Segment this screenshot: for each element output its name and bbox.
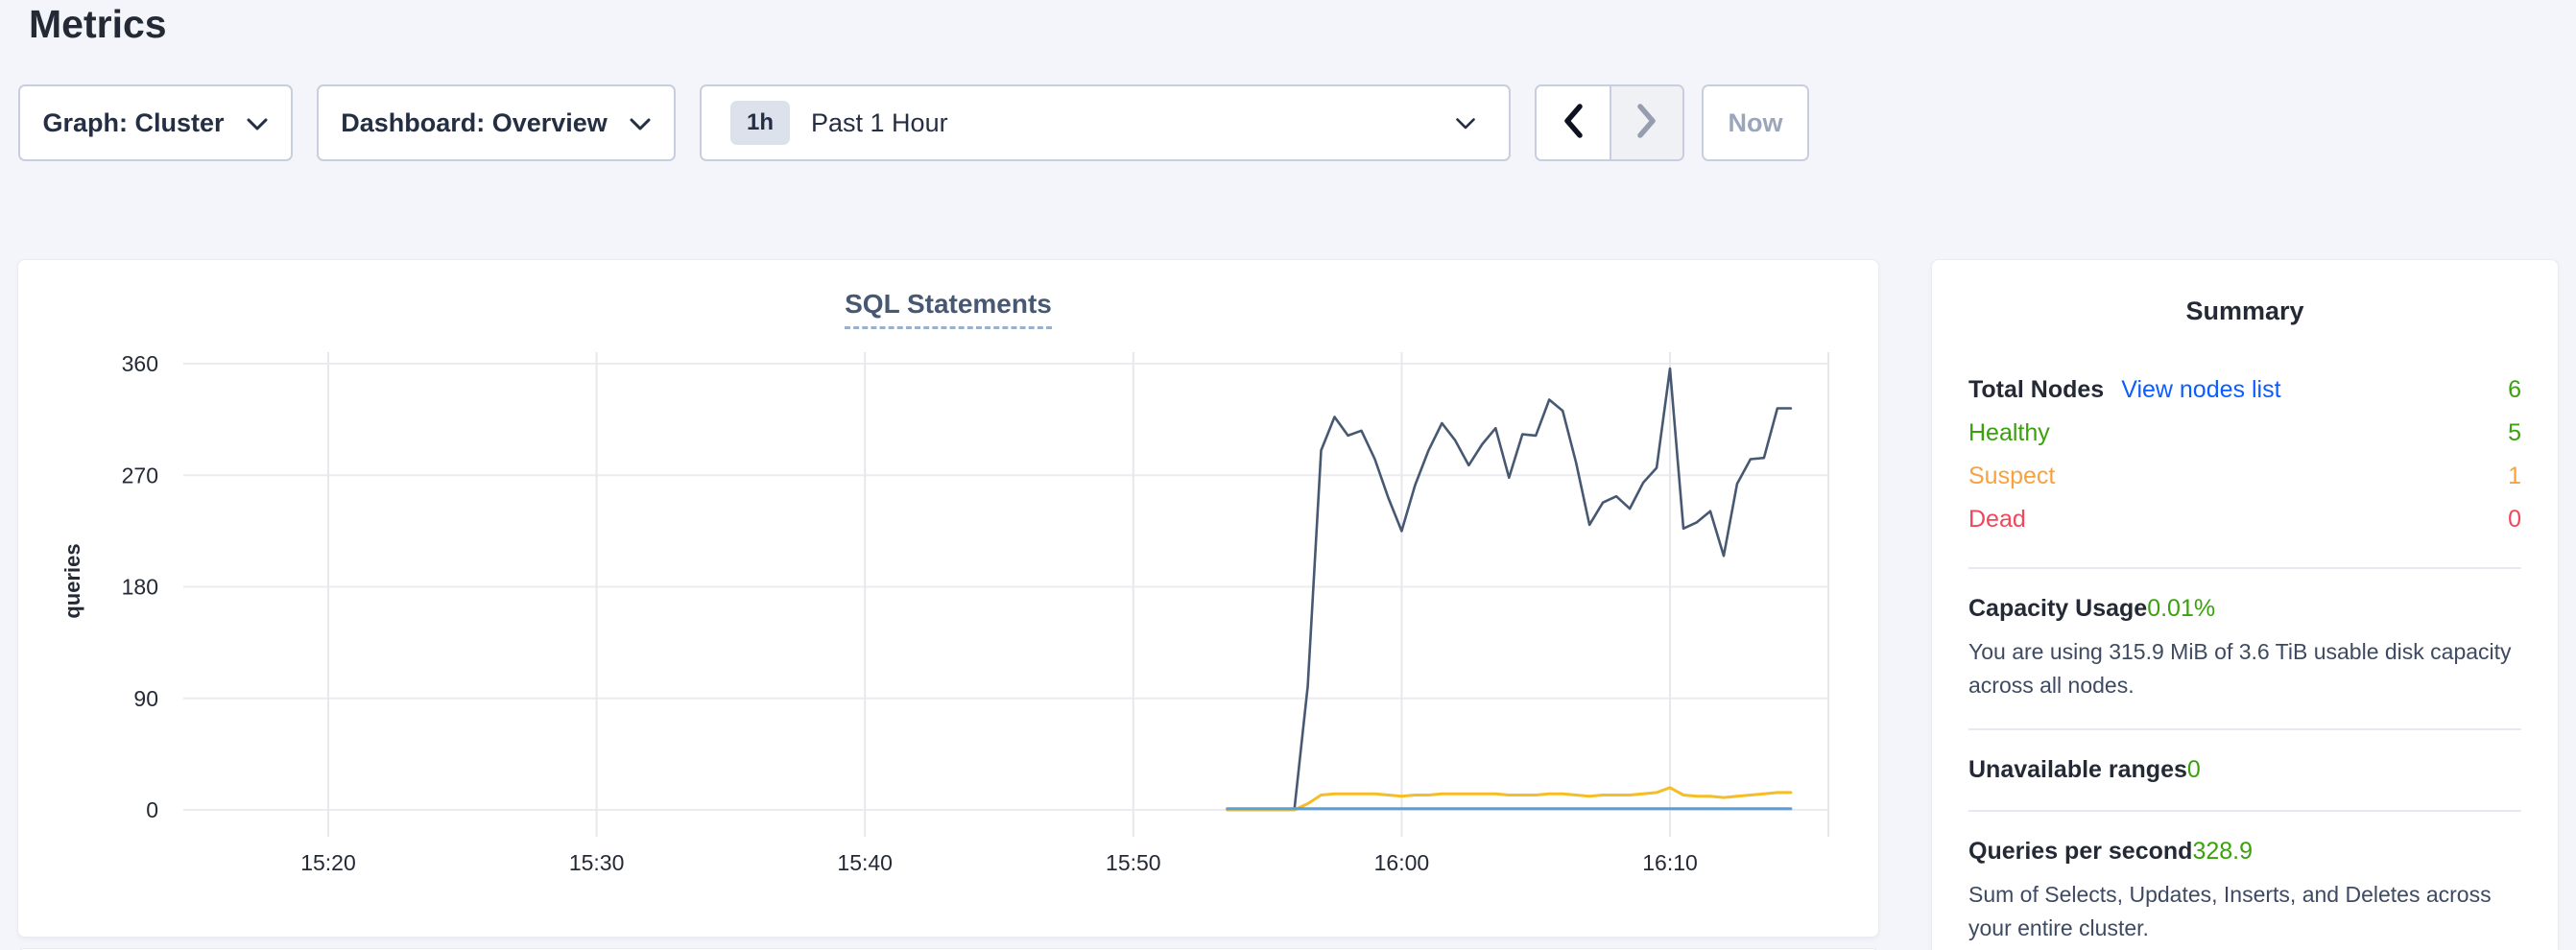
summary-row-healthy: Healthy 5: [1968, 412, 2521, 455]
summary-row-capacity: Capacity Usage 0.01%: [1968, 595, 2521, 623]
queries-per-second-label: Queries per second: [1968, 838, 2193, 865]
summary-title: Summary: [2185, 297, 2304, 325]
chart-title[interactable]: SQL Statements: [845, 289, 1052, 329]
queries-per-second-description: Sum of Selects, Updates, Inserts, and De…: [1968, 882, 2492, 940]
unavailable-ranges-value: 0: [2186, 756, 2201, 783]
chevron-down-icon: [629, 108, 652, 138]
y-tick-label: 90: [133, 686, 158, 711]
capacity-usage-label: Capacity Usage: [1968, 595, 2148, 622]
chevron-down-icon: [246, 108, 269, 138]
view-nodes-list-link[interactable]: View nodes list: [2121, 376, 2281, 403]
summary-row-total-nodes: Total Nodes View nodes list 6: [1968, 368, 2521, 412]
summary-row-qps: Queries per second 328.9: [1968, 838, 2521, 866]
x-tick-label: 15:50: [1106, 850, 1161, 875]
suspect-value: 1: [2508, 463, 2521, 489]
x-tick-label: 16:10: [1642, 850, 1698, 875]
graph-selector-dropdown[interactable]: Graph: Cluster: [18, 84, 293, 161]
healthy-value: 5: [2508, 419, 2521, 446]
page-title: Metrics: [29, 2, 167, 46]
divider: [1968, 728, 2521, 730]
dark-blue-series-line: [1226, 367, 1793, 812]
dashboard-selector-dropdown[interactable]: Dashboard: Overview: [317, 84, 676, 161]
sql-statements-chart-card: SQL Statements 0 90 180 270 360 15:20 15:30 15:…: [17, 259, 1879, 938]
now-button-label: Now: [1728, 107, 1783, 137]
y-tick-label: 360: [122, 351, 158, 376]
capacity-usage-value: 0.01%: [2147, 595, 2216, 622]
chevron-left-icon: [1561, 102, 1586, 145]
x-tick-label: 15:30: [569, 850, 625, 875]
graph-selector-label: Graph: Cluster: [42, 107, 225, 137]
sql-statements-chart: 0 90 180 270 360 15:20 15:30 15:40 15:50 16:00 16:…: [60, 351, 1829, 875]
y-tick-label: 0: [146, 797, 158, 822]
yellow-series-line: [1226, 786, 1793, 812]
suspect-label: Suspect: [1968, 463, 2056, 489]
y-tick-label: 270: [122, 463, 158, 487]
time-window-label: Past 1 Hour: [811, 107, 948, 137]
divider: [1968, 567, 2521, 569]
divider: [1968, 810, 2521, 812]
time-step-forward-button[interactable]: [1610, 86, 1682, 159]
chevron-right-icon: [1634, 102, 1659, 145]
y-axis-unit-label: queries: [60, 543, 84, 618]
now-button[interactable]: Now: [1702, 84, 1809, 161]
x-tick-label: 15:40: [837, 850, 893, 875]
dead-value: 0: [2508, 506, 2521, 533]
time-step-back-button[interactable]: [1537, 86, 1610, 159]
capacity-usage-description: You are using 315.9 MiB of 3.6 TiB usabl…: [1968, 639, 2512, 698]
time-window-selector[interactable]: 1h Past 1 Hour: [700, 84, 1511, 161]
total-nodes-value: 6: [2508, 376, 2521, 403]
time-window-badge: 1h: [730, 101, 791, 145]
summary-panel: Summary Total Nodes View nodes list 6 He…: [1931, 259, 2559, 950]
time-step-button-group: [1535, 84, 1684, 161]
summary-row-unavailable-ranges: Unavailable ranges 0: [1968, 756, 2521, 784]
y-tick-label: 180: [122, 575, 158, 600]
x-tick-label: 15:20: [300, 850, 356, 875]
total-nodes-label: Total Nodes: [1968, 376, 2105, 403]
healthy-label: Healthy: [1968, 419, 2050, 446]
dashboard-selector-label: Dashboard: Overview: [341, 107, 608, 137]
x-tick-label: 16:00: [1374, 850, 1430, 875]
dead-label: Dead: [1968, 506, 2026, 533]
queries-per-second-value: 328.9: [2192, 838, 2253, 865]
summary-row-dead: Dead 0: [1968, 498, 2521, 541]
unavailable-ranges-label: Unavailable ranges: [1968, 756, 2187, 783]
summary-row-suspect: Suspect 1: [1968, 455, 2521, 498]
chevron-down-icon: [1455, 117, 1476, 135]
